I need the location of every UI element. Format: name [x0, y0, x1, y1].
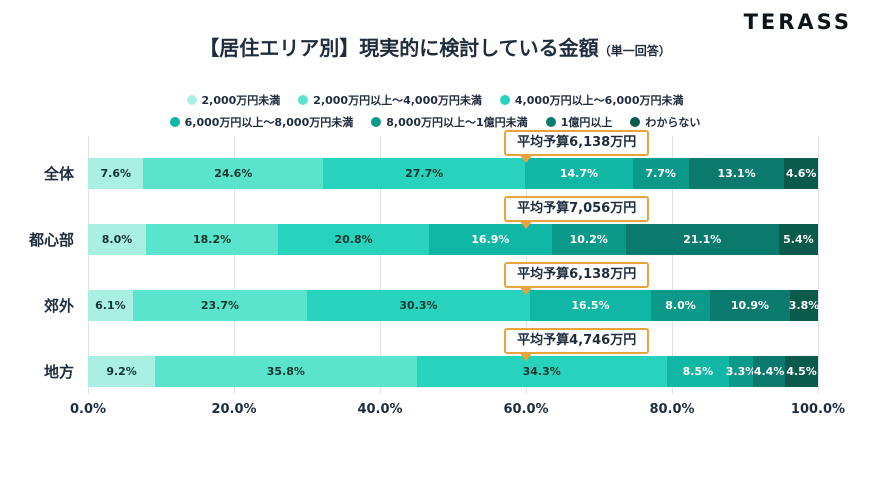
legend-item: わからない [630, 114, 700, 130]
legend-row-2: 6,000万円以上～8,000万円未満 8,000万円以上～1億円未満 1億円以上 わ… [0, 114, 870, 130]
stacked-bar: 7.6% 24.6% 27.7% 14.7% 7.7% 13.1% 4.6% [88, 158, 818, 189]
legend-label: 2,000万円未満 [201, 94, 281, 107]
bar-segment: 6.1% [88, 290, 133, 321]
x-axis-tick-label: 80.0% [649, 402, 695, 417]
bar-row: 郊外 6.1% 23.7% 30.3% 16.5% 8.0% 10.9% 3.8% [0, 290, 819, 321]
page-title: 【居住エリア別】現実的に検討している金額（単一回答） [0, 32, 870, 61]
legend-item: 6,000万円以上～8,000万円未満 [169, 114, 354, 130]
legend-label: 8,000万円以上～1億円未満 [386, 116, 528, 129]
chart-row-group: 平均予算6,138万円全体 7.6% 24.6% 27.7% 14.7% 7.7% 13.1… [0, 130, 818, 196]
legend-item: 2,000万円以上～4,000万円未満 [298, 92, 482, 108]
chart-rows: 平均予算6,138万円 全体 7.6% 24.6% 27.7% 14.7% 7.7% 13.1… [0, 130, 819, 394]
legend-label: 1億円以上 [560, 116, 613, 129]
legend-color-dot [371, 117, 382, 127]
bar-segment: 10.9% [709, 290, 791, 321]
x-axis-tick-label: 0.0% [69, 402, 107, 417]
bar-segment: 18.2% [146, 224, 279, 255]
bar-segment: 4.5% [785, 356, 818, 387]
x-axis-tick-label: 100.0% [790, 402, 846, 417]
bar-segment: 7.6% [88, 158, 144, 189]
gridline [672, 136, 673, 394]
bar-row: 都心部 8.0% 18.2% 20.8% 16.9% 10.2% 21.1% 5.4% [0, 224, 818, 255]
stacked-bar: 6.1% 23.7% 30.3% 16.5% 8.0% 10.9% 3.8% [88, 290, 819, 321]
category-label: 全体 [43, 165, 74, 183]
bar-segment: 8.0% [88, 224, 147, 255]
bar-segment: 27.7% [323, 158, 526, 189]
bar-segment: 23.7% [132, 290, 308, 321]
bar-segment: 7.7% [632, 158, 689, 189]
callout-wrap: 平均予算6,138万円 [88, 262, 818, 295]
bar-segment: 34.3% [416, 356, 667, 387]
bar-segment: 20.8% [278, 224, 430, 255]
terass-logo: TERASS [743, 10, 852, 34]
legend-label: 2,000万円以上～4,000万円未満 [313, 94, 482, 107]
bar-segment: 5.4% [778, 224, 818, 255]
bar-segment: 4.6% [784, 158, 818, 189]
category-label: 都心部 [28, 231, 74, 249]
callout-wrap: 平均予算4,746万円 [88, 328, 818, 361]
category-label: 地方 [43, 363, 74, 381]
bar-segment: 35.8% [155, 356, 417, 387]
legend-color-dot [630, 117, 641, 127]
bar-segment: 14.7% [525, 158, 633, 189]
bar-row: 地方 9.2% 35.8% 34.3% 8.5% 3.3% 4.4% 4.5% [0, 356, 818, 387]
callout-arrow-icon [519, 352, 533, 361]
gridline [380, 136, 381, 394]
legend-item: 2,000万円未満 [186, 92, 281, 108]
bar-segment: 3.3% [726, 356, 756, 387]
callout-arrow-icon [519, 154, 533, 163]
legend-color-dot [298, 95, 309, 105]
x-axis-tick-label: 40.0% [357, 402, 403, 417]
chart-row-group: 平均予算4,746万円地方 9.2% 35.8% 34.3% 8.5% 3.3% 4.4% 4… [0, 328, 818, 394]
average-budget-callout: 平均予算4,746万円 [504, 328, 650, 355]
legend-item: 1億円以上 [545, 114, 613, 130]
callout-arrow-icon [519, 286, 533, 295]
legend-color-dot [186, 95, 197, 105]
x-axis-tick-label: 60.0% [503, 402, 549, 417]
bar-segment: 8.5% [666, 356, 729, 387]
bar-segment: 9.2% [88, 356, 156, 387]
bar-segment: 30.3% [307, 290, 530, 321]
bar-segment: 8.0% [651, 290, 710, 321]
callout-wrap: 平均予算6,138万円 [88, 130, 818, 163]
page-title-suffix: （単一回答） [598, 44, 671, 58]
legend-color-dot [169, 117, 180, 127]
legend-row-1: 2,000万円未満 2,000万円以上～4,000万円未満 4,000万円以上～6,… [0, 92, 870, 108]
gridline [234, 136, 235, 394]
gridline [818, 136, 819, 394]
stacked-bar: 9.2% 35.8% 34.3% 8.5% 3.3% 4.4% 4.5% [88, 356, 818, 387]
legend-item: 4,000万円以上～6,000万円未満 [499, 92, 684, 108]
average-budget-callout: 平均予算6,138万円 [504, 130, 650, 157]
bar-row: 全体 7.6% 24.6% 27.7% 14.7% 7.7% 13.1% 4.6% [0, 158, 818, 189]
legend-label: 4,000万円以上～6,000万円未満 [514, 94, 684, 107]
gridline [88, 136, 89, 394]
category-label: 郊外 [43, 297, 74, 315]
chart-row-group: 平均予算7,056万円都心部 8.0% 18.2% 20.8% 16.9% 10.2% 21… [0, 196, 818, 262]
bar-segment: 4.4% [753, 356, 786, 387]
callout-arrow-icon [519, 220, 533, 229]
bar-segment: 3.8% [789, 290, 819, 321]
average-budget-callout: 平均予算7,056万円 [504, 196, 650, 223]
average-budget-callout: 平均予算6,138万円 [504, 262, 650, 289]
chart-row-group: 平均予算6,138万円郊外 6.1% 23.7% 30.3% 16.5% 8.0% 10.9… [0, 262, 819, 328]
page-title-text: 【居住エリア別】現実的に検討している金額 [199, 36, 599, 60]
bar-segment: 24.6% [143, 158, 324, 189]
legend-label: 6,000万円以上～8,000万円未満 [184, 116, 354, 129]
legend-item: 8,000万円以上～1億円未満 [371, 114, 528, 130]
stacked-bar-chart: 平均予算6,138万円 全体 7.6% 24.6% 27.7% 14.7% 7.7% 13.1… [0, 130, 845, 424]
legend-color-dot [499, 95, 510, 105]
x-axis: 0.0% 20.0% 40.0% 60.0% 80.0% 100.0% [70, 402, 845, 424]
bar-segment: 13.1% [688, 158, 785, 189]
callout-wrap: 平均予算7,056万円 [88, 196, 818, 229]
bar-segment: 16.9% [429, 224, 552, 255]
bar-segment: 21.1% [625, 224, 779, 255]
legend-label: わからない [645, 116, 701, 129]
stacked-bar: 8.0% 18.2% 20.8% 16.9% 10.2% 21.1% 5.4% [88, 224, 818, 255]
chart-legend: 2,000万円未満 2,000万円以上～4,000万円未満 4,000万円以上～6,… [0, 92, 870, 136]
x-axis-tick-label: 20.0% [211, 402, 257, 417]
legend-color-dot [545, 117, 556, 127]
bar-segment: 16.5% [529, 290, 652, 321]
bar-segment: 10.2% [551, 224, 626, 255]
